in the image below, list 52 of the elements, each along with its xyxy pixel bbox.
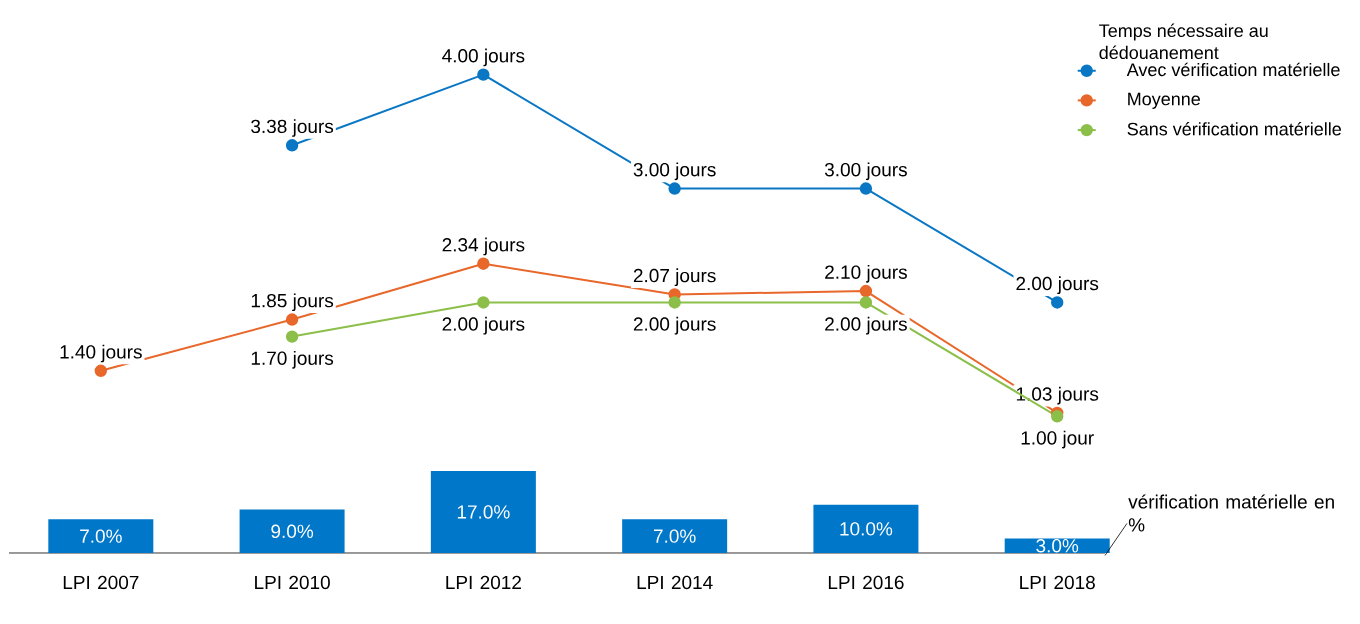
x-tick-label: LPI 2010 [255, 575, 330, 590]
data-label: 2.00 jours [825, 316, 907, 335]
bar [622, 519, 728, 553]
data-label: 2.00 jours [442, 316, 525, 335]
point [285, 313, 299, 326]
point [1051, 296, 1064, 309]
data-label: 10.0% [840, 522, 893, 536]
point [94, 364, 108, 377]
x-tick-label: LPI 2016 [828, 575, 904, 590]
data-label: 3.0% [1036, 539, 1079, 553]
legend-label: Moyenne [1128, 92, 1200, 109]
bar [239, 509, 345, 553]
data-label: 1.40 jours [60, 344, 142, 363]
point [668, 182, 681, 195]
data-label: 1.70 jours [251, 350, 334, 369]
legend-label: Avec vérification matérielle [1126, 62, 1340, 77]
point [859, 296, 873, 309]
data-label: 2.07 jours [633, 268, 716, 287]
bar [430, 470, 536, 553]
data-label: 9.0% [271, 524, 314, 539]
legend-title: Temps nécessaire au dédouanement [1099, 23, 1268, 60]
x-tick-label: LPI 2012 [446, 575, 521, 590]
x-tick-label: LPI 2018 [1020, 575, 1095, 590]
point [285, 139, 299, 152]
data-label: 2.10 jours [825, 264, 907, 283]
point [1051, 410, 1064, 423]
data-label: 1.03 jours [1016, 386, 1099, 405]
data-label: 1.85 jours [251, 293, 334, 312]
point [859, 284, 873, 298]
data-label: 1.00 jour [1021, 430, 1094, 449]
legend-label: Sans vérification matérielle [1127, 122, 1341, 136]
data-label: 7.0% [80, 529, 122, 543]
point [859, 182, 873, 195]
point [477, 68, 490, 81]
data-label: 3.00 jours [633, 162, 716, 181]
data-label: 17.0% [457, 505, 510, 519]
data-label: 2.00 jours [633, 316, 716, 335]
bar [48, 519, 154, 553]
point [477, 296, 490, 309]
series-label: vérification matérielle en % [1128, 494, 1334, 532]
point [285, 330, 299, 343]
x-tick-label: LPI 2014 [637, 575, 713, 590]
point [477, 257, 490, 270]
data-label: 3.00 jours [824, 162, 907, 181]
data-label: 3.38 jours [251, 119, 334, 137]
data-label: 7.0% [653, 529, 696, 543]
data-label: 2.00 jours [1016, 276, 1099, 295]
x-tick-label: LPI 2007 [63, 575, 139, 590]
point [668, 296, 681, 309]
bar [813, 504, 919, 553]
data-label: 2.34 jours [442, 237, 525, 256]
data-label: 4.00 jours [442, 48, 525, 67]
